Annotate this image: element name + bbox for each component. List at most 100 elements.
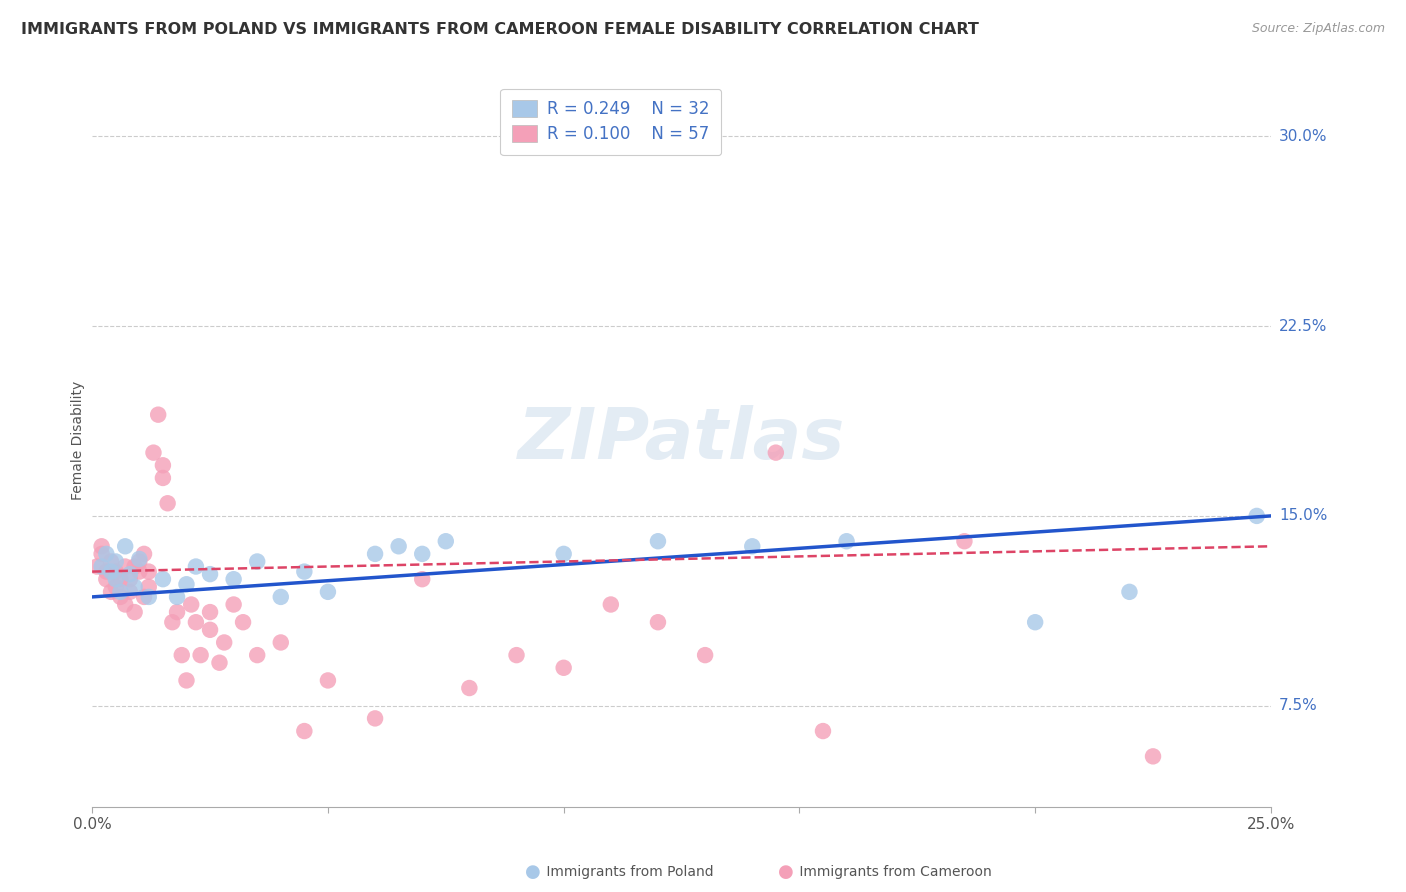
Point [110,572,132,586]
Point [316,673,339,688]
Point [138,590,160,604]
Point [104,554,127,568]
Point [599,598,621,612]
Text: IMMIGRANTS FROM POLAND VS IMMIGRANTS FROM CAMEROON FEMALE DISABILITY CORRELATION: IMMIGRANTS FROM POLAND VS IMMIGRANTS FRO… [21,22,979,37]
Point [835,534,858,549]
Point [114,598,136,612]
Point [364,547,387,561]
Text: 30.0%: 30.0% [1279,128,1327,144]
Point [364,711,387,725]
Point [100,585,122,599]
Point [166,605,188,619]
Point [110,585,132,599]
Text: 22.5%: 22.5% [1279,318,1327,334]
Point [114,559,136,574]
Point [222,572,245,586]
Point [104,572,127,586]
Point [96,547,118,561]
Point [114,539,136,553]
Text: ●: ● [779,863,794,881]
Point [100,565,122,579]
Point [246,554,269,568]
Point [553,547,575,561]
Point [118,585,141,599]
Point [647,615,669,630]
Point [270,590,292,604]
Point [292,565,315,579]
Point [152,572,174,586]
Point [184,615,207,630]
Point [208,656,231,670]
Point [190,648,212,662]
Point [132,547,155,561]
Point [180,598,202,612]
Point [458,681,481,695]
Point [118,572,141,586]
Point [1024,615,1046,630]
Point [142,445,165,459]
Point [765,445,787,459]
Point [162,615,184,630]
Point [170,648,193,662]
Point [152,458,174,473]
Point [138,580,160,594]
Point [741,539,763,553]
Point [176,577,198,591]
Point [156,496,179,510]
Point [90,559,112,574]
Point [86,559,108,574]
Point [128,554,150,568]
Point [198,605,221,619]
Point [411,572,433,586]
Point [1142,749,1164,764]
Point [553,661,575,675]
Point [270,635,292,649]
Point [232,615,254,630]
Point [128,552,150,566]
Point [104,565,127,579]
Point [138,565,160,579]
Point [132,590,155,604]
Point [148,408,170,422]
Point [1118,585,1140,599]
Point [198,567,221,582]
Point [90,547,112,561]
Point [505,648,527,662]
Text: 7.5%: 7.5% [1279,698,1317,714]
Point [104,580,127,594]
Point [124,559,146,574]
Point [411,547,433,561]
Text: Source: ZipAtlas.com: Source: ZipAtlas.com [1251,22,1385,36]
Point [388,539,411,553]
Point [246,648,269,662]
Text: Immigrants from Poland: Immigrants from Poland [543,865,714,880]
Point [124,605,146,619]
Text: ●: ● [526,863,541,881]
Y-axis label: Female Disability: Female Disability [72,380,86,500]
Point [434,534,457,549]
Point [90,539,112,553]
Point [316,585,339,599]
Point [184,559,207,574]
Text: 15.0%: 15.0% [1279,508,1327,524]
Point [100,554,122,568]
Point [1246,508,1268,523]
Point [695,648,717,662]
Text: ZIPatlas: ZIPatlas [517,406,845,475]
Point [110,590,132,604]
Point [96,565,118,579]
Legend: R = 0.249    N = 32, R = 0.100    N = 57: R = 0.249 N = 32, R = 0.100 N = 57 [501,88,721,155]
Point [96,572,118,586]
Point [152,471,174,485]
Point [292,724,315,739]
Point [953,534,976,549]
Point [811,724,834,739]
Point [198,623,221,637]
Point [212,635,235,649]
Point [118,567,141,582]
Point [166,590,188,604]
Point [128,565,150,579]
Point [647,534,669,549]
Text: Immigrants from Cameroon: Immigrants from Cameroon [796,865,993,880]
Point [222,598,245,612]
